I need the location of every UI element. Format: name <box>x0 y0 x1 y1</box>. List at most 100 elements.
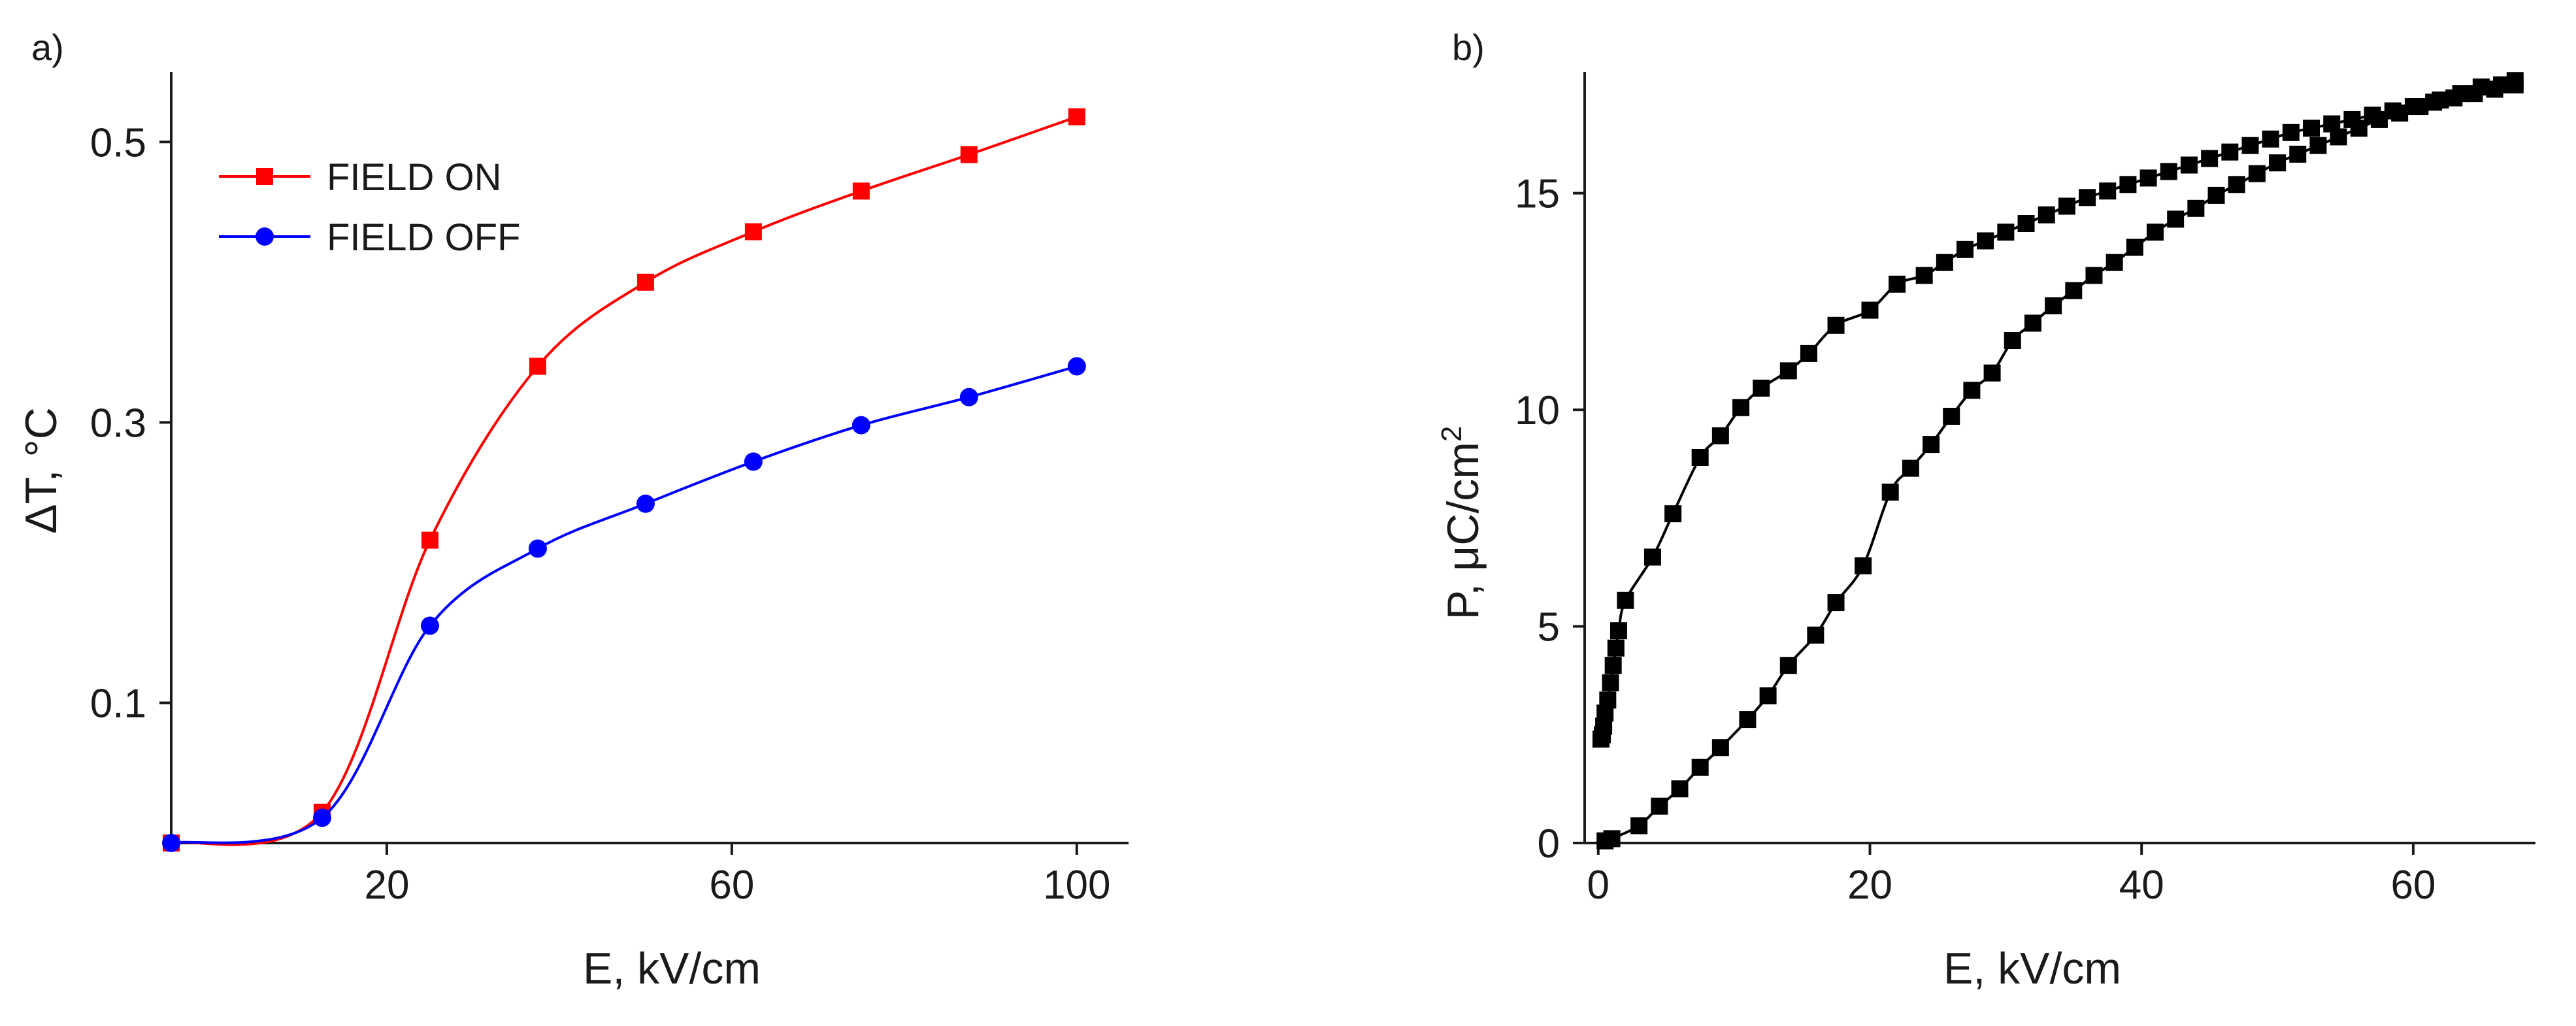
panel-a-data-point-field-on <box>852 182 870 200</box>
panel-b-data-point-upper-branch <box>1604 657 1622 674</box>
panel-b-data-point-lower-branch <box>1779 657 1797 674</box>
panel-b-y-tick-label: 5 <box>1538 605 1560 650</box>
panel-b-data-point-upper-branch <box>1827 316 1845 334</box>
panel-b-data-point-upper-branch <box>1732 399 1750 416</box>
panel-b-y-axis-title-main: P, μC/cm <box>1438 442 1488 620</box>
panel-b-data-point-lower-branch <box>1943 408 1960 425</box>
panel-b-data-point-lower-branch <box>2147 223 2164 241</box>
panel-b-data-point-lower-branch <box>2126 239 2143 256</box>
panel-b-data-point-lower-branch <box>2228 176 2245 193</box>
panel-b-data-point-upper-branch <box>1915 267 1933 284</box>
panel-a-data-point-field-on <box>1068 108 1085 125</box>
panel-b-data-point-upper-branch <box>1664 505 1682 523</box>
panel-b-data-point-lower-branch <box>2370 110 2388 128</box>
panel-b-data-point-lower-branch <box>2024 314 2041 332</box>
panel-b-data-point-lower-branch <box>1855 557 1872 574</box>
panel-b-x-tick-label: 60 <box>2390 863 2436 908</box>
panel-a-data-point-field-off <box>162 834 180 852</box>
panel-b-y-axis-title-superscript: 2 <box>1436 426 1468 442</box>
panel-a-data-point-field-off <box>959 388 978 406</box>
panel-b-data-point-lower-branch <box>1881 484 1899 501</box>
panel-b-data-point-lower-branch <box>1739 711 1757 729</box>
panel-b-data-point-lower-branch <box>2269 154 2287 172</box>
panel-b-y-tick-label: 10 <box>1515 388 1560 433</box>
panel-b-data-point-lower-branch <box>1983 364 2001 382</box>
panel-b-data-point-lower-branch <box>1923 436 1940 454</box>
panel-b-data-point-lower-branch <box>2432 91 2449 109</box>
panel-b-data-point-upper-branch <box>2221 143 2239 161</box>
panel-a-data-point-field-off <box>851 416 870 435</box>
panel-b-data-point-upper-branch <box>2303 120 2320 137</box>
panel-b-data-point-lower-branch <box>1630 817 1648 835</box>
panel-b-data-point-lower-branch <box>2391 104 2409 122</box>
panel-b-data-point-upper-branch <box>1617 591 1634 609</box>
panel-b-data-point-upper-branch <box>1643 548 1661 566</box>
panel-b-data-point-lower-branch <box>2289 145 2307 163</box>
panel-b-data-point-upper-branch <box>1800 344 1817 362</box>
panel-b-data-point-lower-branch <box>2045 297 2062 314</box>
panel-a-x-axis-title: E, kV/cm <box>583 944 761 993</box>
legend-marker-field-off <box>256 227 274 246</box>
panel-a-data-point-field-on <box>744 223 762 240</box>
panel-b-label: b) <box>1452 27 1485 68</box>
panel-a-data-point-field-off <box>636 494 655 513</box>
panel-a-data-point-field-on <box>421 531 438 549</box>
panel-b-data-point-lower-branch <box>1807 626 1825 644</box>
panel-b-data-point-lower-branch <box>2350 120 2368 137</box>
panel-b-data-point-lower-branch <box>1603 830 1621 848</box>
panel-b-data-point-upper-branch <box>2017 215 2035 233</box>
panel-b-data-point-lower-branch <box>2167 210 2185 228</box>
panel-b-data-point-lower-branch <box>2411 98 2429 116</box>
panel-b-data-point-upper-branch <box>2160 163 2177 180</box>
panel-b-data-point-lower-branch <box>2330 128 2347 146</box>
panel-b-data-point-upper-branch <box>1753 379 1770 397</box>
panel-a-label: a) <box>31 27 64 68</box>
panel-b-x-axis-title: E, kV/cm <box>1943 944 2121 993</box>
legend-marker-field-on <box>256 168 273 185</box>
panel-b-x-tick-label: 0 <box>1587 863 1610 908</box>
panel-b-data-point-upper-branch <box>1610 622 1627 640</box>
panel-b-data-point-lower-branch <box>2452 85 2469 103</box>
panel-a-x-tick-label: 60 <box>709 863 754 908</box>
panel-b-data-point-upper-branch <box>1607 639 1625 657</box>
panel-b-data-point-upper-branch <box>2282 124 2300 141</box>
panel-b-data-point-lower-branch <box>2309 137 2327 154</box>
panel-b-data-point-upper-branch <box>1889 275 1906 293</box>
panel-a-y-tick-label: 0.1 <box>90 681 146 726</box>
panel-b-data-point-upper-branch <box>2099 182 2117 200</box>
panel-b-data-point-upper-branch <box>1602 674 1619 691</box>
panel-b-data-point-lower-branch <box>2004 332 2021 350</box>
panel-b-data-point-lower-branch <box>2105 254 2123 271</box>
panel-b-data-point-upper-branch <box>1711 427 1729 444</box>
panel-a-data-point-field-on <box>636 273 654 291</box>
panel-b-y-tick-label: 0 <box>1538 821 1560 867</box>
panel-b-data-point-upper-branch <box>2201 150 2219 167</box>
panel-b-data-point-lower-branch <box>1902 459 1919 477</box>
panel-a-data-point-field-off <box>1067 357 1086 376</box>
panel-b-y-tick-label: 15 <box>1515 172 1560 217</box>
panel-b-data-point-upper-branch <box>1592 730 1610 748</box>
panel-b-data-point-lower-branch <box>1711 739 1729 757</box>
panel-a-data-point-field-off <box>528 539 547 558</box>
panel-a-data-point-field-off <box>744 452 763 471</box>
panel-b-data-point-upper-branch <box>2038 206 2055 223</box>
panel-b-data-point-upper-branch <box>1691 449 1709 466</box>
panel-b-y-axis-title-group: P, μC/cm2 <box>1436 426 1488 620</box>
panel-b-data-point-lower-branch <box>2207 186 2225 204</box>
panel-b-data-point-lower-branch <box>1963 382 1981 399</box>
panel-b-data-point-lower-branch <box>1651 797 1668 815</box>
panel-b-data-point-upper-branch <box>2079 189 2096 207</box>
panel-b-data-point-upper-branch <box>1977 232 1994 250</box>
panel-b-data-point-upper-branch <box>1957 240 1973 258</box>
panel-b-data-point-lower-branch <box>2065 282 2083 299</box>
panel-a-data-point-field-off <box>312 808 331 827</box>
panel-b-data-point-lower-branch <box>2248 165 2266 182</box>
panel-b-data-point-lower-branch <box>2085 267 2103 284</box>
panel-b-data-point-upper-branch <box>1936 254 1953 271</box>
panel-a-x-tick-label: 100 <box>1043 863 1110 908</box>
panel-a-series-line-field-off <box>171 365 1078 844</box>
panel-b-y-axis-title: P, μC/cm2 <box>1436 426 1488 620</box>
panel-b-data-point-lower-branch <box>1691 758 1709 776</box>
